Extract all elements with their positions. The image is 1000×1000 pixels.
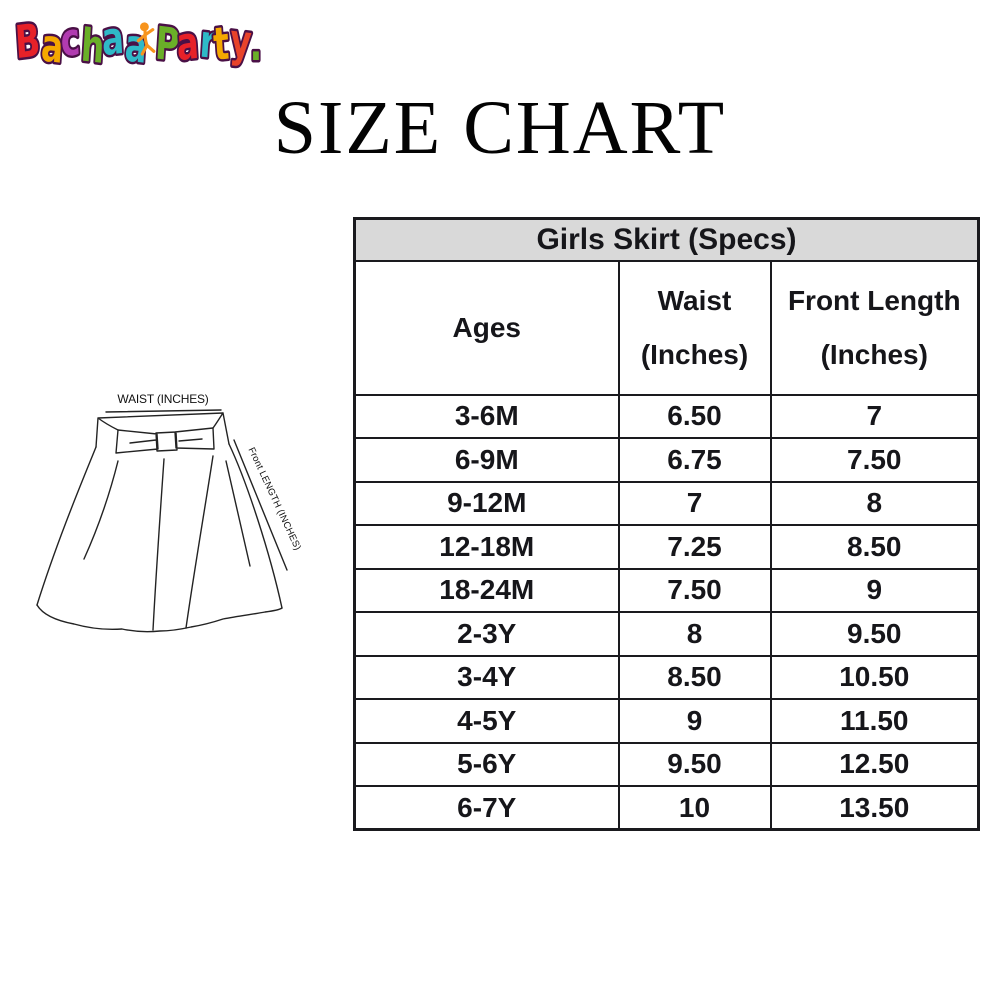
logo-letter: c (59, 13, 81, 68)
waist-cell: 7.25 (617, 524, 772, 570)
size-spec-table: Girls Skirt (Specs) Ages Waist (Inches) … (353, 217, 980, 831)
table-title: Girls Skirt (Specs) (353, 217, 980, 262)
skirt-left-side (36, 446, 97, 606)
age-cell: 12-18M (353, 524, 620, 570)
table-row: 5-6Y 9.50 12.50 (353, 741, 980, 787)
waist-measure-line (105, 409, 222, 413)
front-length-cell: 11.50 (769, 698, 980, 744)
skirt-diagram: WAIST (INCHES) Front LENGTH (INCHES) (36, 392, 303, 633)
table-row: 3-6M 6.50 7 (353, 393, 980, 439)
table-header-row: Ages Waist (Inches) Front Length (Inches… (353, 259, 980, 396)
front-length-cell: 7 (769, 393, 980, 439)
skirt-hem (36, 604, 283, 633)
age-cell: 6-9M (353, 437, 620, 483)
dancing-kid-icon (136, 22, 156, 56)
bow (115, 427, 215, 454)
skirt-right-side (228, 443, 283, 609)
age-cell: 2-3Y (353, 611, 620, 657)
logo-word-party: Party. (154, 14, 262, 72)
logo-letter: B (14, 14, 41, 70)
col-header-label: Ages (452, 311, 521, 343)
page-title: SIZE CHART (273, 86, 727, 170)
front-length-cell: 10.50 (769, 654, 980, 700)
logo-letter: a (100, 12, 125, 67)
waist-cell: 7 (617, 480, 772, 526)
bachaa-party-logo: Bachaa Party. (12, 9, 264, 76)
table-row: 6-9M 6.75 7.50 (353, 437, 980, 483)
table-row: 6-7Y 10 13.50 (353, 785, 980, 831)
waist-cell: 10 (617, 785, 772, 831)
waist-label: WAIST (INCHES) (117, 392, 208, 406)
waist-cell: 9 (617, 698, 772, 744)
table-row: 3-4Y 8.50 10.50 (353, 654, 980, 700)
logo-letter: a (175, 16, 200, 71)
table-title-row: Girls Skirt (Specs) (353, 217, 980, 262)
age-cell: 18-24M (353, 567, 620, 613)
waist-cell: 6.50 (617, 393, 772, 439)
col-header-unit: (Inches) (820, 338, 928, 370)
col-header-label: Waist (657, 284, 732, 316)
col-header-label: Front Length (787, 284, 961, 316)
logo-letter: t (212, 17, 230, 71)
col-header-ages: Ages (353, 259, 620, 396)
logo-letter: y (229, 14, 253, 69)
front-length-cell: 12.50 (769, 741, 980, 787)
age-cell: 5-6Y (353, 741, 620, 787)
pleat-lines (83, 455, 251, 631)
age-cell: 3-6M (353, 393, 620, 439)
table-row: 2-3Y 8 9.50 (353, 611, 980, 657)
waist-cell: 9.50 (617, 741, 772, 787)
col-header-waist: Waist (Inches) (617, 259, 772, 396)
waist-cell: 8.50 (617, 654, 772, 700)
age-cell: 3-4Y (353, 654, 620, 700)
logo-word-bachaa: Bachaa (14, 12, 148, 75)
waist-cell: 7.50 (617, 567, 772, 613)
age-cell: 4-5Y (353, 698, 620, 744)
skirt-waistband (95, 412, 230, 448)
table-row: 9-12M 7 8 (353, 480, 980, 526)
age-cell: 9-12M (353, 480, 620, 526)
front-length-cell: 9.50 (769, 611, 980, 657)
front-length-cell: 8 (769, 480, 980, 526)
size-table-body: 3-6M 6.50 7 6-9M 6.75 7.50 9-12M 7 8 12-18M 7.25 8.… (353, 393, 980, 831)
age-cell: 6-7Y (353, 785, 620, 831)
table-row: 12-18M 7.25 8.50 (353, 524, 980, 570)
table-row: 4-5Y 9 11.50 (353, 698, 980, 744)
front-length-cell: 9 (769, 567, 980, 613)
logo-letter: . (250, 19, 262, 72)
table-row: 18-24M 7.50 9 (353, 567, 980, 613)
waist-cell: 8 (617, 611, 772, 657)
front-length-label: Front LENGTH (INCHES) (246, 446, 303, 553)
waist-cell: 6.75 (617, 437, 772, 483)
col-header-unit: (Inches) (640, 338, 749, 370)
front-length-cell: 7.50 (769, 437, 980, 483)
front-length-cell: 13.50 (769, 785, 980, 831)
col-header-front-length: Front Length (Inches) (769, 259, 980, 396)
front-length-measure-line (233, 439, 288, 571)
front-length-cell: 8.50 (769, 524, 980, 570)
